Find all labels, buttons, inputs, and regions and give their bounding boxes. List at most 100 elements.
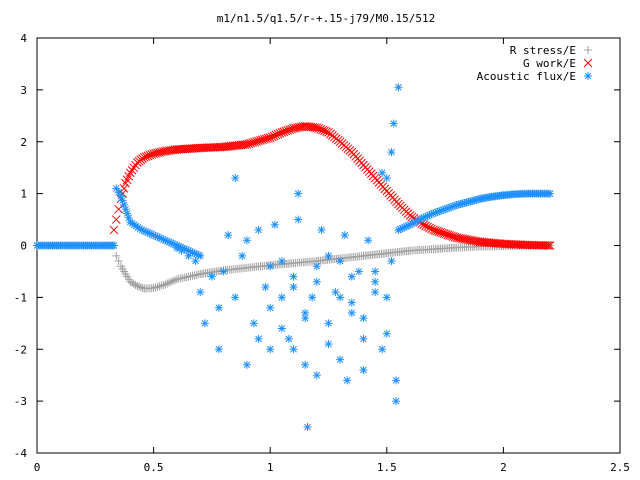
data-point [196,288,205,297]
data-point [347,272,356,281]
series-layer [33,83,555,432]
data-point [231,174,240,183]
data-point [112,251,121,260]
data-point [336,257,345,266]
data-point [135,282,144,291]
data-point [170,276,179,285]
y-tick-label: -2 [14,343,27,356]
data-point [301,308,310,317]
data-point [184,251,193,260]
data-point [127,165,137,175]
data-point [129,279,138,288]
data-point [238,251,247,260]
data-point [289,345,298,354]
data-point [266,262,275,271]
data-point [322,127,331,136]
x-tick-label: 2.5 [610,461,630,474]
data-point [324,251,333,260]
data-point [312,277,321,286]
data-point [129,163,139,173]
data-point [169,276,178,285]
data-point [359,314,368,323]
y-tick-label: -1 [14,291,27,304]
data-point [392,376,401,385]
data-point [359,366,368,374]
data-point [294,215,303,224]
y-tick-label: 2 [20,136,27,149]
x-tick-label: 1.5 [377,461,397,474]
data-point [303,423,312,432]
chart-title: m1/n1.5/q1.5/r-+.15-j79/M0.15/512 [217,12,436,25]
series-1 [109,121,555,250]
data-point [312,262,321,271]
data-point [308,122,318,132]
data-point [109,225,119,235]
data-point [542,241,551,250]
data-point [378,345,387,354]
data-point [545,241,555,250]
data-point [354,267,363,276]
data-point [219,267,228,276]
data-point [157,281,166,290]
data-point [277,293,286,302]
data-point [277,324,286,333]
data-point [114,204,123,214]
data-point [336,355,345,364]
data-point [261,283,270,291]
data-point [266,345,275,354]
data-point [387,257,396,266]
data-point [387,148,396,157]
data-point [214,345,223,354]
y-tick-label: 4 [20,32,27,45]
data-point [277,257,286,266]
axis-ticks: 0 0.5 1 1.5 2 2.5 4 3 2 1 0 -1 -2 -3 -4 [14,32,630,474]
data-point [284,334,293,343]
x-tick-label: 0.5 [144,461,164,474]
data-point [347,298,356,307]
data-point [382,174,391,183]
y-tick-label: -3 [14,395,27,408]
data-point [242,360,251,369]
data-point [546,189,555,198]
data-point [343,376,352,385]
data-point [359,334,368,343]
data-point [324,319,333,328]
data-point [301,314,310,323]
legend-label: G work/E [523,57,576,70]
legend-marker [584,72,592,80]
data-point [389,119,398,128]
data-point [392,397,401,406]
data-point [294,189,303,198]
data-point [289,272,298,281]
y-tick-label: -4 [14,447,28,460]
series-2 [33,83,555,432]
data-point [155,282,164,291]
data-point [200,319,209,328]
x-tick-label: 2 [500,461,507,474]
data-point [312,371,321,380]
legend-label: R stress/E [510,44,576,57]
data-point [254,334,263,343]
data-point [114,257,123,266]
x-tick-label: 1 [267,461,274,474]
data-point [151,283,160,292]
data-point [394,83,403,92]
data-point [270,220,279,229]
data-point [126,277,135,286]
data-point [163,279,172,288]
data-point [149,284,158,293]
data-point [378,168,387,177]
data-point [119,184,129,193]
data-point [371,267,380,276]
data-point [371,277,380,286]
data-point [249,319,258,328]
data-point [167,277,176,286]
data-point [191,257,200,266]
legend-marker [583,58,593,68]
data-point [131,280,140,289]
data-point [301,360,310,369]
data-point [207,272,216,281]
data-point [340,231,349,240]
